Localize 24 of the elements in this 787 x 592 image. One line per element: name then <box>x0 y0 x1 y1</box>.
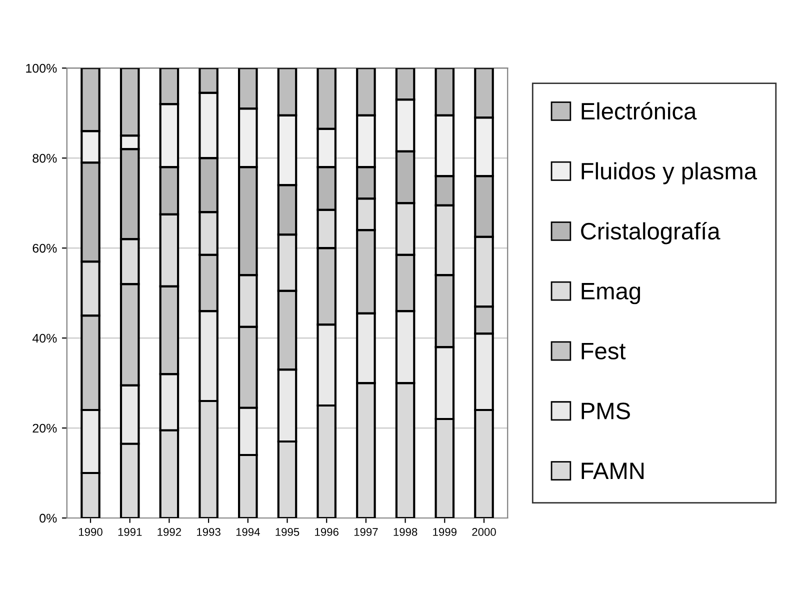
x-tick-label: 1998 <box>394 528 418 536</box>
x-tick-label: 1996 <box>315 528 338 536</box>
legend-label: Emag <box>582 283 640 304</box>
y-tick-label: 20% <box>32 424 57 433</box>
y-tick-label: 100% <box>26 64 57 73</box>
x-tick-label: 1999 <box>433 528 456 536</box>
legend-label: Fluidos y plasma <box>582 162 758 184</box>
x-tick-label: 1995 <box>276 528 300 536</box>
legend-label: PMS <box>582 402 630 420</box>
x-tick-label: 1994 <box>236 528 260 536</box>
y-tick-label: 60% <box>32 244 57 253</box>
x-tick-label: 1992 <box>158 528 182 536</box>
legend-label: Cristalografía <box>581 222 720 244</box>
x-tick-label: 1990 <box>78 528 102 536</box>
y-tick-label: 0% <box>40 514 57 523</box>
legend-label: FAMN <box>582 462 644 480</box>
x-tick-label: 2000 <box>472 528 496 536</box>
legend-label: Electrónica <box>582 102 697 120</box>
legend-label: Fest <box>582 342 626 360</box>
y-tick-label: 40% <box>32 334 57 343</box>
x-tick-label: 1997 <box>354 528 378 536</box>
y-tick-label: 80% <box>32 154 57 163</box>
x-tick-label: 1991 <box>118 528 142 536</box>
x-tick-label: 1993 <box>197 528 220 536</box>
